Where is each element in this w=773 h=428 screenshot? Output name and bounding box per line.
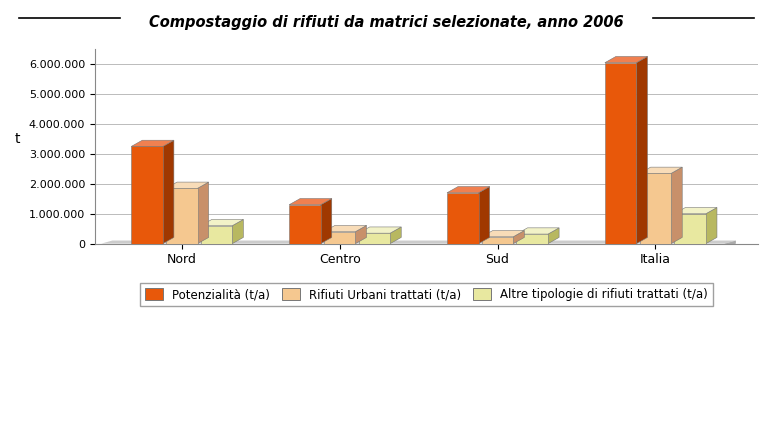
Polygon shape xyxy=(639,173,671,244)
Polygon shape xyxy=(359,233,390,244)
Polygon shape xyxy=(101,241,736,244)
Polygon shape xyxy=(359,227,401,233)
Polygon shape xyxy=(201,226,233,244)
Polygon shape xyxy=(390,227,401,244)
Polygon shape xyxy=(324,232,356,244)
Polygon shape xyxy=(725,241,736,247)
Polygon shape xyxy=(131,146,163,244)
Polygon shape xyxy=(101,244,725,247)
Polygon shape xyxy=(233,220,243,244)
Polygon shape xyxy=(163,140,174,244)
Polygon shape xyxy=(447,187,489,193)
Polygon shape xyxy=(482,231,524,237)
Polygon shape xyxy=(482,237,513,244)
Polygon shape xyxy=(324,226,366,232)
Legend: Potenzialità (t/a), Rifiuti Urbani trattati (t/a), Altre tipologie di rifiuti tr: Potenzialità (t/a), Rifiuti Urbani tratt… xyxy=(141,283,713,306)
Polygon shape xyxy=(636,56,648,244)
Polygon shape xyxy=(356,226,366,244)
Text: Compostaggio di rifiuti da matrici selezionate, anno 2006: Compostaggio di rifiuti da matrici selez… xyxy=(149,15,624,30)
Polygon shape xyxy=(289,199,332,205)
Polygon shape xyxy=(201,220,243,226)
Polygon shape xyxy=(289,205,321,244)
Y-axis label: t: t xyxy=(15,132,21,146)
Polygon shape xyxy=(674,214,706,244)
Polygon shape xyxy=(166,182,209,188)
Polygon shape xyxy=(321,199,332,244)
Polygon shape xyxy=(604,56,648,62)
Polygon shape xyxy=(166,188,198,244)
Polygon shape xyxy=(604,62,636,244)
Polygon shape xyxy=(706,208,717,244)
Polygon shape xyxy=(516,228,559,234)
Polygon shape xyxy=(516,234,548,244)
Polygon shape xyxy=(478,187,489,244)
Polygon shape xyxy=(548,228,559,244)
Polygon shape xyxy=(131,140,174,146)
Polygon shape xyxy=(639,167,683,173)
Polygon shape xyxy=(513,231,524,244)
Polygon shape xyxy=(674,208,717,214)
Polygon shape xyxy=(671,167,683,244)
Polygon shape xyxy=(198,182,209,244)
Polygon shape xyxy=(447,193,478,244)
